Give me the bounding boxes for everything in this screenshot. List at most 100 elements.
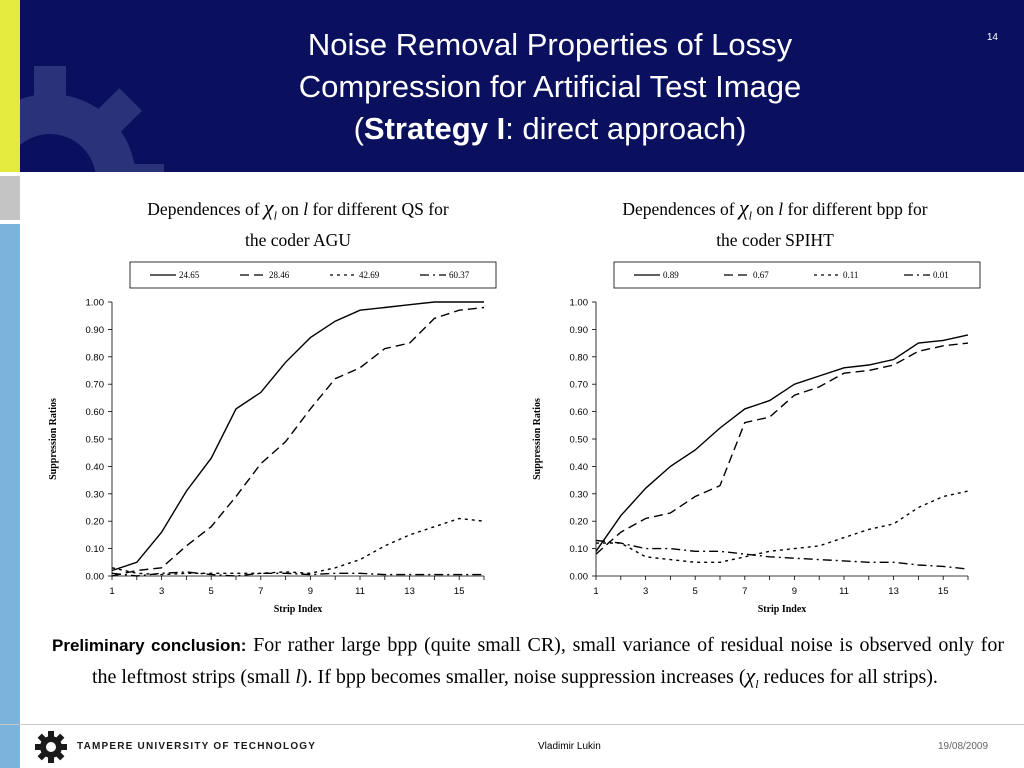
tut-gear-icon — [35, 731, 67, 763]
slide-number: 14 — [986, 32, 998, 43]
chart-title-var: l — [778, 199, 784, 219]
chart-title-mid: on — [756, 199, 774, 219]
conclusion-text-3: reduces for all strips). — [758, 666, 938, 688]
series-line-42.69 — [111, 517, 485, 576]
chart-title-var: l — [303, 199, 309, 219]
chart-title-right: Dependences of χl on l for different bpp… — [555, 196, 995, 252]
y-tick-label: 0.60 — [570, 407, 589, 418]
y-tick-label: 0.00 — [86, 572, 105, 583]
series-line-0.11 — [596, 490, 969, 563]
title-rest: : direct approach) — [505, 111, 747, 146]
chi-subscript: l — [755, 677, 759, 691]
y-tick-label: 0.70 — [570, 380, 589, 391]
series-line-0.89 — [595, 334, 969, 552]
slide-title: Noise Removal Properties of Lossy Compre… — [180, 24, 920, 150]
legend-label: 0.89 — [663, 270, 679, 280]
y-tick-label: 1.00 — [570, 298, 589, 309]
x-tick-label: 7 — [742, 586, 747, 597]
series-line-0.67 — [595, 342, 969, 555]
left-strip-blue — [0, 224, 20, 768]
y-tick-label: 0.40 — [86, 462, 105, 473]
x-tick-label: 3 — [643, 586, 648, 597]
chart-title-prefix: Dependences of — [147, 199, 260, 219]
conclusion-text-1: For rather large bpp (quite small CR), s… — [92, 634, 1004, 688]
x-tick-label: 5 — [693, 586, 698, 597]
legend-label: 60.37 — [449, 270, 470, 280]
x-tick-label: 1 — [109, 586, 114, 597]
x-tick-label: 15 — [938, 586, 949, 597]
legend-label: 0.67 — [753, 270, 769, 280]
y-tick-label: 0.30 — [570, 489, 589, 500]
y-tick-label: 0.20 — [570, 517, 589, 528]
y-tick-label: 0.30 — [86, 489, 105, 500]
x-axis-label: Strip Index — [274, 604, 323, 615]
series-line-28.46 — [111, 306, 485, 577]
x-tick-label: 15 — [454, 586, 465, 597]
chi-letter: χ — [738, 195, 749, 220]
y-tick-label: 0.80 — [86, 352, 105, 363]
chi-letter: χ — [745, 663, 756, 688]
chart-spiht: 0.89 0.67 0.11 0.01 0.00 0.10 0.20 0.30 0.40 0.50… — [532, 261, 981, 615]
x-tick-label: 11 — [839, 586, 849, 597]
chi-symbol: χl — [264, 196, 277, 223]
y-tick-label: 0.60 — [86, 407, 105, 418]
x-tick-label: 13 — [888, 586, 899, 597]
y-tick-label: 0.40 — [570, 462, 589, 473]
x-axis-label: Strip Index — [758, 604, 807, 615]
y-axis-label: Suppression Ratios — [48, 398, 59, 480]
chi-subscript: l — [748, 208, 753, 223]
footer-divider — [0, 724, 1024, 725]
chart-title-coder: the coder AGU — [245, 229, 351, 250]
slide-date: 19/08/2009 — [938, 741, 989, 752]
y-tick-label: 0.70 — [86, 380, 105, 391]
x-tick-label: 3 — [159, 586, 164, 597]
university-name: TAMPERE UNIVERSITY OF TECHNOLOGY — [77, 741, 317, 752]
x-tick-label: 5 — [209, 586, 214, 597]
x-tick-label: 9 — [792, 586, 797, 597]
y-tick-label: 0.00 — [570, 572, 589, 583]
y-tick-label: 0.10 — [86, 544, 105, 555]
conclusion-lead: Preliminary conclusion: — [52, 636, 247, 655]
chart-title-mid: on — [281, 199, 299, 219]
y-tick-label: 0.80 — [570, 352, 589, 363]
gear-logo-icon — [0, 66, 164, 172]
conclusion-paragraph: Preliminary conclusion: For rather large… — [52, 630, 1004, 699]
y-tick-label: 0.90 — [570, 325, 589, 336]
chi-letter: χ — [263, 195, 274, 220]
chart-legend: 0.89 0.67 0.11 0.01 — [613, 261, 981, 289]
x-tick-label: 7 — [258, 586, 263, 597]
header-band: Noise Removal Properties of Lossy Compre… — [0, 0, 1024, 172]
chi-symbol: χl — [739, 196, 752, 223]
chart-title-left: Dependences of χl on l for different QS … — [78, 196, 518, 252]
left-strip-gray — [0, 176, 20, 220]
title-paren-open: ( — [353, 111, 364, 146]
y-axis-label: Suppression Ratios — [532, 398, 543, 480]
chart-agu: 24.65 28.46 42.69 60.37 0.00 0.10 0.20 0.30 0.40… — [48, 261, 497, 615]
author-name: Vladimir Lukin — [538, 741, 601, 752]
title-line-1: Noise Removal Properties of Lossy — [307, 27, 793, 62]
chart-title-suffix: for different bpp for — [787, 199, 928, 219]
series-line-0.01 — [595, 539, 969, 570]
chi-symbol: χl — [745, 663, 759, 691]
x-tick-label: 13 — [404, 586, 415, 597]
title-line-3: (Strategy I: direct approach) — [180, 108, 920, 150]
legend-label: 28.46 — [269, 270, 290, 280]
chart-legend: 24.65 28.46 42.69 60.37 — [129, 261, 497, 289]
chart-title-suffix: for different QS for — [312, 199, 449, 219]
series-line-60.37 — [111, 571, 484, 577]
left-strip-yellow — [0, 0, 20, 172]
conclusion-text-2: ). If bpp becomes smaller, noise suppres… — [300, 666, 746, 688]
conclusion-var: l — [295, 666, 301, 688]
chart-title-prefix: Dependences of — [622, 199, 735, 219]
series-line-24.65 — [111, 301, 484, 572]
chart-title-coder: the coder SPIHT — [716, 229, 834, 250]
legend-label: 42.69 — [359, 270, 380, 280]
y-tick-label: 0.20 — [86, 517, 105, 528]
title-line-2: Compression for Artificial Test Image — [298, 69, 802, 104]
chi-subscript: l — [273, 208, 277, 223]
legend-label: 0.11 — [843, 270, 858, 280]
y-tick-label: 0.50 — [86, 435, 105, 446]
y-tick-label: 1.00 — [86, 298, 105, 309]
y-tick-label: 0.90 — [86, 325, 105, 336]
x-tick-label: 11 — [355, 586, 365, 597]
